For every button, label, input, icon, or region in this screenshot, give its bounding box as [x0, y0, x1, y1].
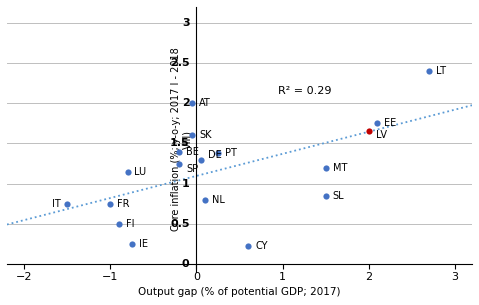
- Point: [63, 201, 71, 206]
- Text: BE: BE: [186, 146, 199, 156]
- Text: MT: MT: [332, 163, 347, 173]
- Point: [175, 149, 183, 154]
- Text: IT: IT: [52, 199, 60, 209]
- Point: [128, 242, 136, 246]
- Point: [322, 165, 330, 170]
- Point: [374, 121, 381, 126]
- Text: SK: SK: [199, 131, 212, 140]
- Point: [214, 151, 222, 156]
- Text: 0.5: 0.5: [170, 219, 190, 229]
- Text: SL: SL: [332, 191, 344, 201]
- Text: 2.5: 2.5: [170, 58, 190, 68]
- Text: AT: AT: [199, 98, 211, 108]
- Text: EE: EE: [384, 118, 397, 128]
- Point: [106, 201, 114, 206]
- Point: [201, 197, 209, 202]
- Text: R² = 0.29: R² = 0.29: [278, 86, 332, 96]
- Text: PT: PT: [225, 148, 237, 158]
- Y-axis label: Core inflation (%; y-o-y; 2017 I - 2018
VIII): Core inflation (%; y-o-y; 2017 I - 2018 …: [171, 48, 192, 231]
- Point: [188, 101, 196, 106]
- Point: [124, 169, 131, 174]
- Text: FI: FI: [126, 219, 134, 229]
- Point: [322, 193, 330, 198]
- Point: [425, 69, 433, 74]
- Point: [175, 161, 183, 166]
- Point: [244, 244, 252, 249]
- Text: NL: NL: [212, 195, 225, 205]
- Point: [188, 133, 196, 138]
- Text: 3: 3: [182, 18, 190, 28]
- Text: 1.5: 1.5: [170, 138, 190, 149]
- Text: IE: IE: [139, 239, 148, 249]
- Point: [365, 129, 373, 134]
- Text: 1: 1: [182, 179, 190, 188]
- Text: SP: SP: [186, 164, 198, 174]
- Text: LU: LU: [135, 167, 147, 177]
- Text: LV: LV: [376, 131, 387, 140]
- Text: LT: LT: [436, 66, 446, 76]
- Text: 2: 2: [182, 98, 190, 108]
- Text: CY: CY: [255, 241, 267, 251]
- Text: 0: 0: [182, 259, 190, 269]
- X-axis label: Output gap (% of potential GDP; 2017): Output gap (% of potential GDP; 2017): [138, 287, 341, 297]
- Text: DE: DE: [207, 150, 221, 160]
- Point: [115, 221, 123, 226]
- Text: FR: FR: [117, 199, 130, 209]
- Point: [197, 157, 205, 162]
